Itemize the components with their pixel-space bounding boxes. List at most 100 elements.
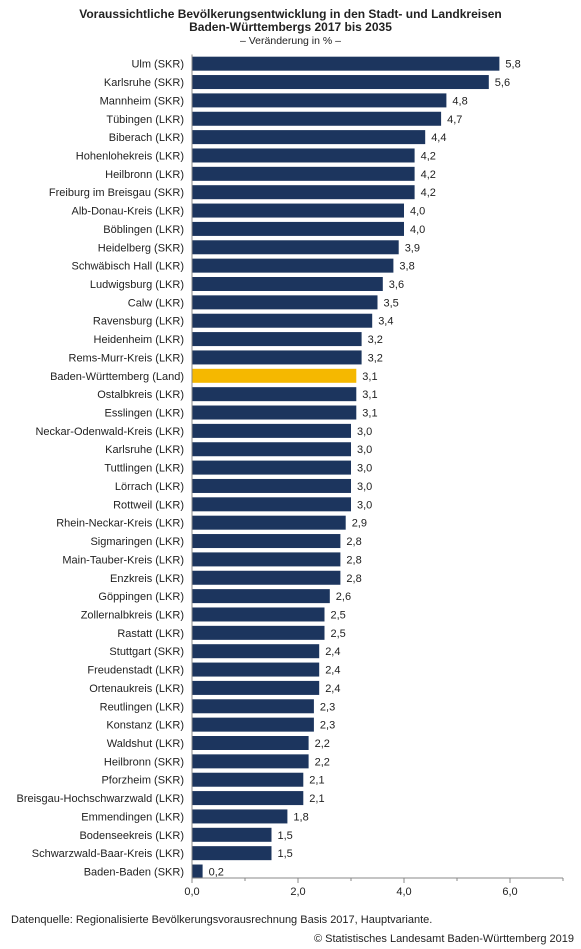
value-label: 3,2 (368, 352, 383, 364)
bar (192, 497, 351, 512)
category-label: Baden-Württemberg (Land) (50, 371, 184, 383)
value-label: 2,8 (346, 554, 361, 566)
value-label: 4,4 (431, 132, 446, 144)
category-label: Böblingen (LKR) (103, 224, 184, 236)
category-label: Ravensburg (LKR) (93, 316, 184, 328)
bar (192, 791, 304, 806)
bar (192, 332, 362, 347)
bars-group: Ulm (SKR) 5,8 Karlsruhe (SKR) 5,6 Mannheim (… (16, 56, 521, 879)
copyright-note: © Statistisches Landesamt Baden-Württemb… (313, 933, 574, 945)
chart-title-line2: Baden-Württembergs 2017 bis 2035 (189, 20, 392, 34)
bar (192, 717, 314, 732)
category-label: Tuttlingen (LKR) (104, 463, 184, 475)
bar (192, 130, 426, 145)
bar (192, 111, 442, 126)
value-label: 1,8 (293, 811, 308, 823)
category-label: Rottweil (LKR) (113, 499, 184, 511)
value-label: 2,3 (320, 701, 335, 713)
value-label: 4,2 (421, 169, 436, 181)
value-label: 3,0 (357, 481, 372, 493)
value-label: 3,1 (362, 408, 377, 420)
category-label: Schwäbisch Hall (LKR) (72, 261, 184, 273)
bar (192, 277, 383, 291)
bar (192, 350, 362, 365)
value-label: 2,4 (325, 646, 340, 658)
category-label: Heidenheim (LKR) (94, 334, 184, 346)
bar (192, 75, 489, 90)
value-label: 2,4 (325, 665, 340, 677)
value-label: 4,8 (452, 95, 467, 107)
category-label: Freiburg im Breisgau (SKR) (49, 187, 184, 199)
value-label: 2,1 (309, 775, 324, 787)
value-label: 3,0 (357, 444, 372, 456)
value-label: 2,8 (346, 536, 361, 548)
bar (192, 56, 500, 71)
value-label: 5,6 (495, 77, 510, 89)
category-label: Göppingen (LKR) (98, 591, 184, 603)
category-label: Neckar-Odenwald-Kreis (LKR) (35, 426, 184, 438)
category-label: Karlsruhe (LKR) (105, 444, 184, 456)
category-label: Breisgau-Hochschwarzwald (LKR) (16, 793, 184, 805)
value-label: 2,5 (331, 609, 346, 621)
bar (192, 185, 415, 200)
value-label: 3,8 (399, 261, 414, 273)
category-label: Rhein-Neckar-Kreis (LKR) (56, 518, 184, 530)
value-label: 4,0 (410, 224, 425, 236)
category-label: Lörrach (LKR) (115, 481, 184, 493)
category-label: Sigmaringen (LKR) (90, 536, 184, 548)
value-label: 3,0 (357, 426, 372, 438)
bar (192, 552, 341, 567)
category-label: Ludwigsburg (LKR) (90, 279, 184, 291)
value-label: 4,2 (421, 150, 436, 162)
category-label: Bodenseekreis (LKR) (79, 830, 184, 842)
value-label: 2,9 (352, 518, 367, 530)
value-label: 3,4 (378, 316, 393, 328)
category-label: Hohenlohekreis (LKR) (76, 150, 184, 162)
bar (192, 203, 404, 218)
value-label: 3,2 (368, 334, 383, 346)
x-tick-label: 0,0 (184, 886, 199, 898)
value-label: 2,2 (315, 738, 330, 750)
value-label: 3,0 (357, 463, 372, 475)
value-label: 4,2 (421, 187, 436, 199)
value-label: 0,2 (209, 867, 224, 879)
value-label: 1,5 (278, 830, 293, 842)
x-axis: 0,0 2,0 4,0 6,0 (184, 54, 564, 898)
value-label: 1,5 (278, 848, 293, 860)
chart-subtitle: – Veränderung in % – (240, 35, 341, 47)
bar-highlight (192, 368, 357, 383)
value-label: 2,5 (331, 628, 346, 640)
bar (192, 662, 320, 677)
bar (192, 570, 341, 585)
value-label: 5,8 (505, 59, 520, 71)
category-label: Rems-Murr-Kreis (LKR) (69, 352, 185, 364)
bar (192, 460, 351, 475)
bar (192, 221, 404, 236)
data-source-note: Datenquelle: Regionalisierte Bevölkerung… (11, 914, 433, 926)
value-label: 3,0 (357, 499, 372, 511)
bar (192, 680, 320, 695)
bar (192, 313, 373, 328)
category-label: Rastatt (LKR) (117, 628, 184, 640)
category-label: Heilbronn (SKR) (104, 756, 184, 768)
bar (192, 515, 346, 530)
category-label: Heilbronn (LKR) (105, 169, 184, 181)
value-label: 3,5 (384, 297, 399, 309)
category-label: Alb-Donau-Kreis (LKR) (72, 206, 184, 218)
bar (192, 699, 314, 714)
bar (192, 772, 304, 787)
category-label: Biberach (LKR) (109, 132, 184, 144)
chart-title-block: Voraussichtliche Bevölkerungsentwicklung… (0, 8, 581, 48)
value-label: 3,9 (405, 242, 420, 254)
bar (192, 405, 357, 420)
bar (192, 589, 330, 604)
value-label: 3,1 (362, 371, 377, 383)
value-label: 2,3 (320, 720, 335, 732)
bar (192, 644, 320, 659)
value-label: 3,1 (362, 389, 377, 401)
value-label: 2,8 (346, 573, 361, 585)
bar (192, 240, 399, 255)
value-label: 4,7 (447, 114, 462, 126)
bar (192, 809, 288, 824)
